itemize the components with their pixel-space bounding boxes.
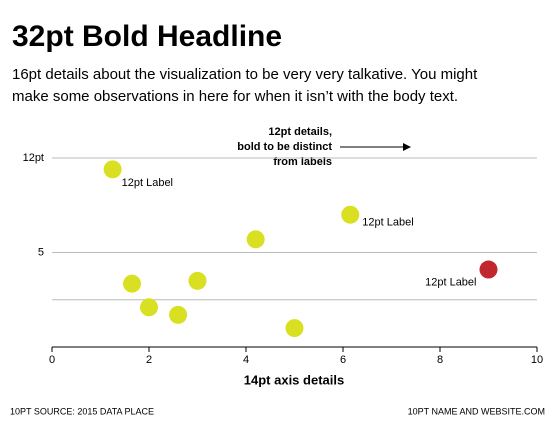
annotation: from labels xyxy=(273,156,332,168)
chart-title: 32pt Bold Headline xyxy=(12,20,282,53)
source: 10PT SOURCE: 2015 DATA PLACE xyxy=(10,406,154,416)
point-label: 12pt Label xyxy=(122,177,173,189)
point xyxy=(285,319,304,338)
point-label: 12pt Label xyxy=(362,217,413,229)
point-label: 12pt Label xyxy=(425,276,476,288)
x-axis-label: 14pt axis details xyxy=(244,372,344,387)
credit: 10PT NAME AND WEBSITE.COM xyxy=(408,406,545,416)
x-tick-label: 0 xyxy=(49,354,55,366)
point xyxy=(188,271,207,290)
annotation: bold to be distinct xyxy=(237,141,332,153)
y-tick-label: 5 xyxy=(38,246,44,258)
point xyxy=(169,305,188,324)
x-tick-label: 10 xyxy=(531,354,543,366)
x-tick-label: 8 xyxy=(437,354,443,366)
point xyxy=(246,230,265,249)
point xyxy=(140,298,158,317)
y-tick-label: 12pt xyxy=(23,152,44,164)
x-tick-label: 2 xyxy=(146,354,152,366)
point xyxy=(479,260,498,279)
point xyxy=(123,274,142,293)
point xyxy=(341,205,360,224)
x-tick-label: 4 xyxy=(243,354,249,366)
annotation: 12pt details, xyxy=(268,126,332,138)
x-tick-label: 6 xyxy=(340,354,346,366)
point xyxy=(103,160,122,179)
subtitle: 16pt details about the visualization to … xyxy=(12,66,478,83)
subtitle: make some observations in here for when … xyxy=(12,88,458,105)
